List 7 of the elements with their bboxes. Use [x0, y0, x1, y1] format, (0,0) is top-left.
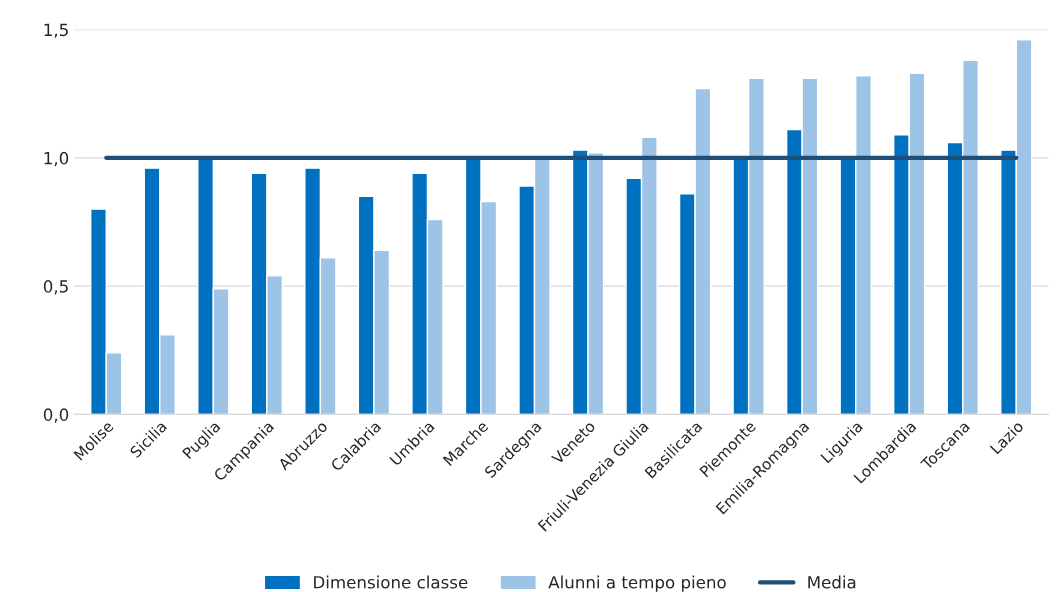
- y-tick-label: 0,5: [43, 280, 68, 295]
- y-tick-label: 1,0: [44, 151, 69, 167]
- legend-label: Alunni a tempo pieno: [548, 575, 726, 592]
- y-tick-label: 1,5: [44, 23, 68, 38]
- y-tick-label: 0,0: [43, 408, 69, 423]
- legend-label: Dimensione classe: [314, 575, 468, 589]
- legend-label: Media: [808, 575, 856, 589]
